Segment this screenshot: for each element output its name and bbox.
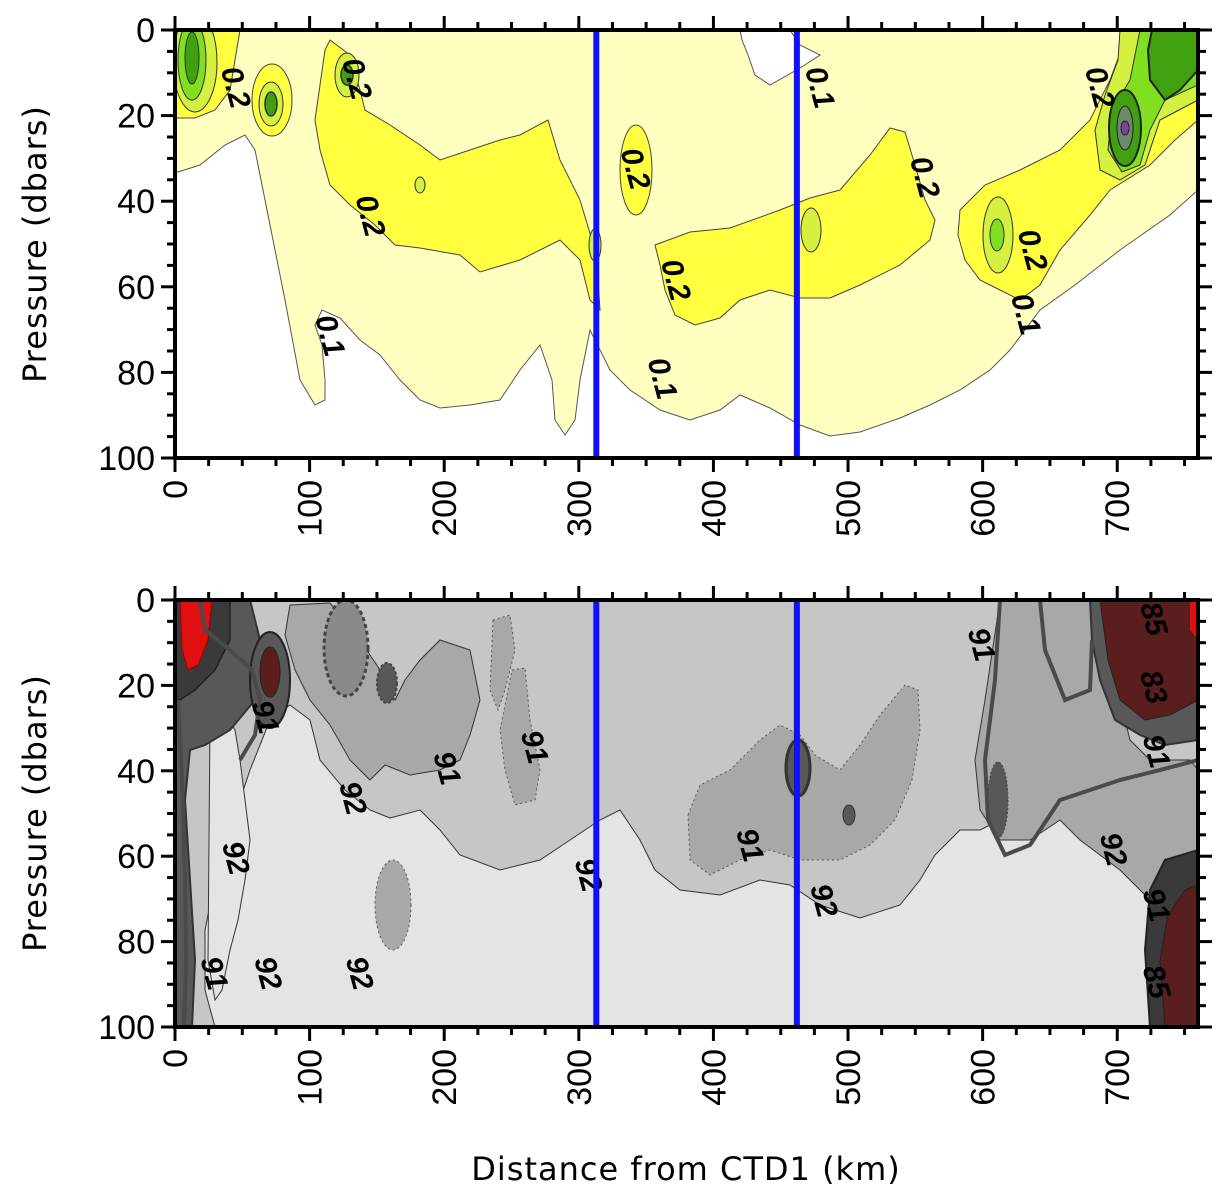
bottom-axis-ticks <box>161 586 1212 1041</box>
bottom-dark-blob-2 <box>322 600 370 698</box>
bottom-dark-blob-1b <box>259 646 281 698</box>
top-ytick-label: 20 <box>117 98 155 136</box>
bottom-contour-91-line-right-b <box>1038 600 1094 703</box>
top-xtick-label: 400 <box>695 480 733 537</box>
top-xtick-label: 600 <box>965 480 1003 537</box>
bot-ytick-label: 80 <box>117 924 155 962</box>
bottom-region-91-c <box>489 614 516 712</box>
top-x-tick-labels: 0 100 200 300 400 500 600 700 <box>157 480 1137 537</box>
top-ytick-label: 60 <box>117 269 155 307</box>
bot-xtick-label: 500 <box>830 1049 868 1106</box>
top-panel: 0.2 0.20.20.10.20.20.10.10.20.20.10.2 0 10… <box>16 12 1212 537</box>
top-ytick-label: 100 <box>98 440 155 478</box>
top-high-left-3 <box>184 31 200 85</box>
top-high-b2 <box>264 91 278 117</box>
top-xtick-label: 100 <box>292 480 330 537</box>
top-xtick-label: 700 <box>1099 480 1137 537</box>
bot-xtick-label: 400 <box>695 1049 733 1106</box>
top-small-1 <box>800 207 822 253</box>
bot-xtick-label: 100 <box>292 1049 330 1106</box>
top-xtick-label: 300 <box>561 480 599 537</box>
bottom-region-darkred-right-bottom <box>1159 884 1198 1027</box>
bottom-dark-blob-5 <box>842 804 856 826</box>
top-blob-a <box>619 124 653 216</box>
top-xtick-label: 200 <box>426 480 464 537</box>
bottom-contour-91-line-right <box>982 600 1198 858</box>
bottom-region-91-e <box>374 859 412 951</box>
top-ytick-label: 0 <box>136 12 155 50</box>
top-ytick-label: 40 <box>117 183 155 221</box>
bot-ytick-label: 0 <box>136 582 155 620</box>
bottom-x-tick-labels: 0 100 200 300 400 500 600 700 <box>157 1049 1137 1106</box>
top-high-c2 <box>340 64 354 86</box>
bot-xtick-label: 600 <box>965 1049 1003 1106</box>
top-ytick-label: 80 <box>117 354 155 392</box>
top-axis-ticks <box>161 16 1212 472</box>
top-xtick-label: 500 <box>830 480 868 537</box>
top-high-d2 <box>989 218 1005 252</box>
bottom-vertical-lines <box>593 600 800 1027</box>
top-xtick-label: 0 <box>157 480 195 499</box>
top-small-3 <box>414 176 426 194</box>
top-peak <box>1120 120 1130 136</box>
bottom-dark-blob-3 <box>376 662 398 704</box>
bottom-contour-91-line <box>198 600 263 762</box>
top-high-right-3 <box>1146 30 1198 102</box>
bottom-region-91-d <box>499 667 541 806</box>
bottom-region-above-92-b <box>207 714 251 1002</box>
bottom-contour-field <box>175 600 1198 1027</box>
bot-ytick-label: 100 <box>98 1009 155 1047</box>
bot-xtick-label: 300 <box>561 1049 599 1106</box>
bottom-contour-91-line-left-low <box>176 699 189 1027</box>
figure-xlabel: Distance from CTD1 (km) <box>471 1150 900 1188</box>
top-ylabel: Pressure (dbars) <box>16 105 54 383</box>
bottom-ylabel: Pressure (dbars) <box>16 674 54 952</box>
bot-xtick-label: 700 <box>1099 1049 1137 1106</box>
bot-ytick-label: 40 <box>117 753 155 791</box>
bot-xtick-label: 200 <box>426 1049 464 1106</box>
bottom-region-darkred-right <box>1099 600 1198 721</box>
top-vertical-lines <box>593 30 800 458</box>
bottom-y-tick-labels: 0 20 40 60 80 100 <box>98 582 155 1047</box>
top-y-tick-labels: 0 20 40 60 80 100 <box>98 12 155 478</box>
bot-ytick-label: 20 <box>117 667 155 705</box>
bot-xtick-label: 0 <box>157 1049 195 1068</box>
bot-ytick-label: 60 <box>117 838 155 876</box>
top-contour-field <box>175 30 1198 458</box>
